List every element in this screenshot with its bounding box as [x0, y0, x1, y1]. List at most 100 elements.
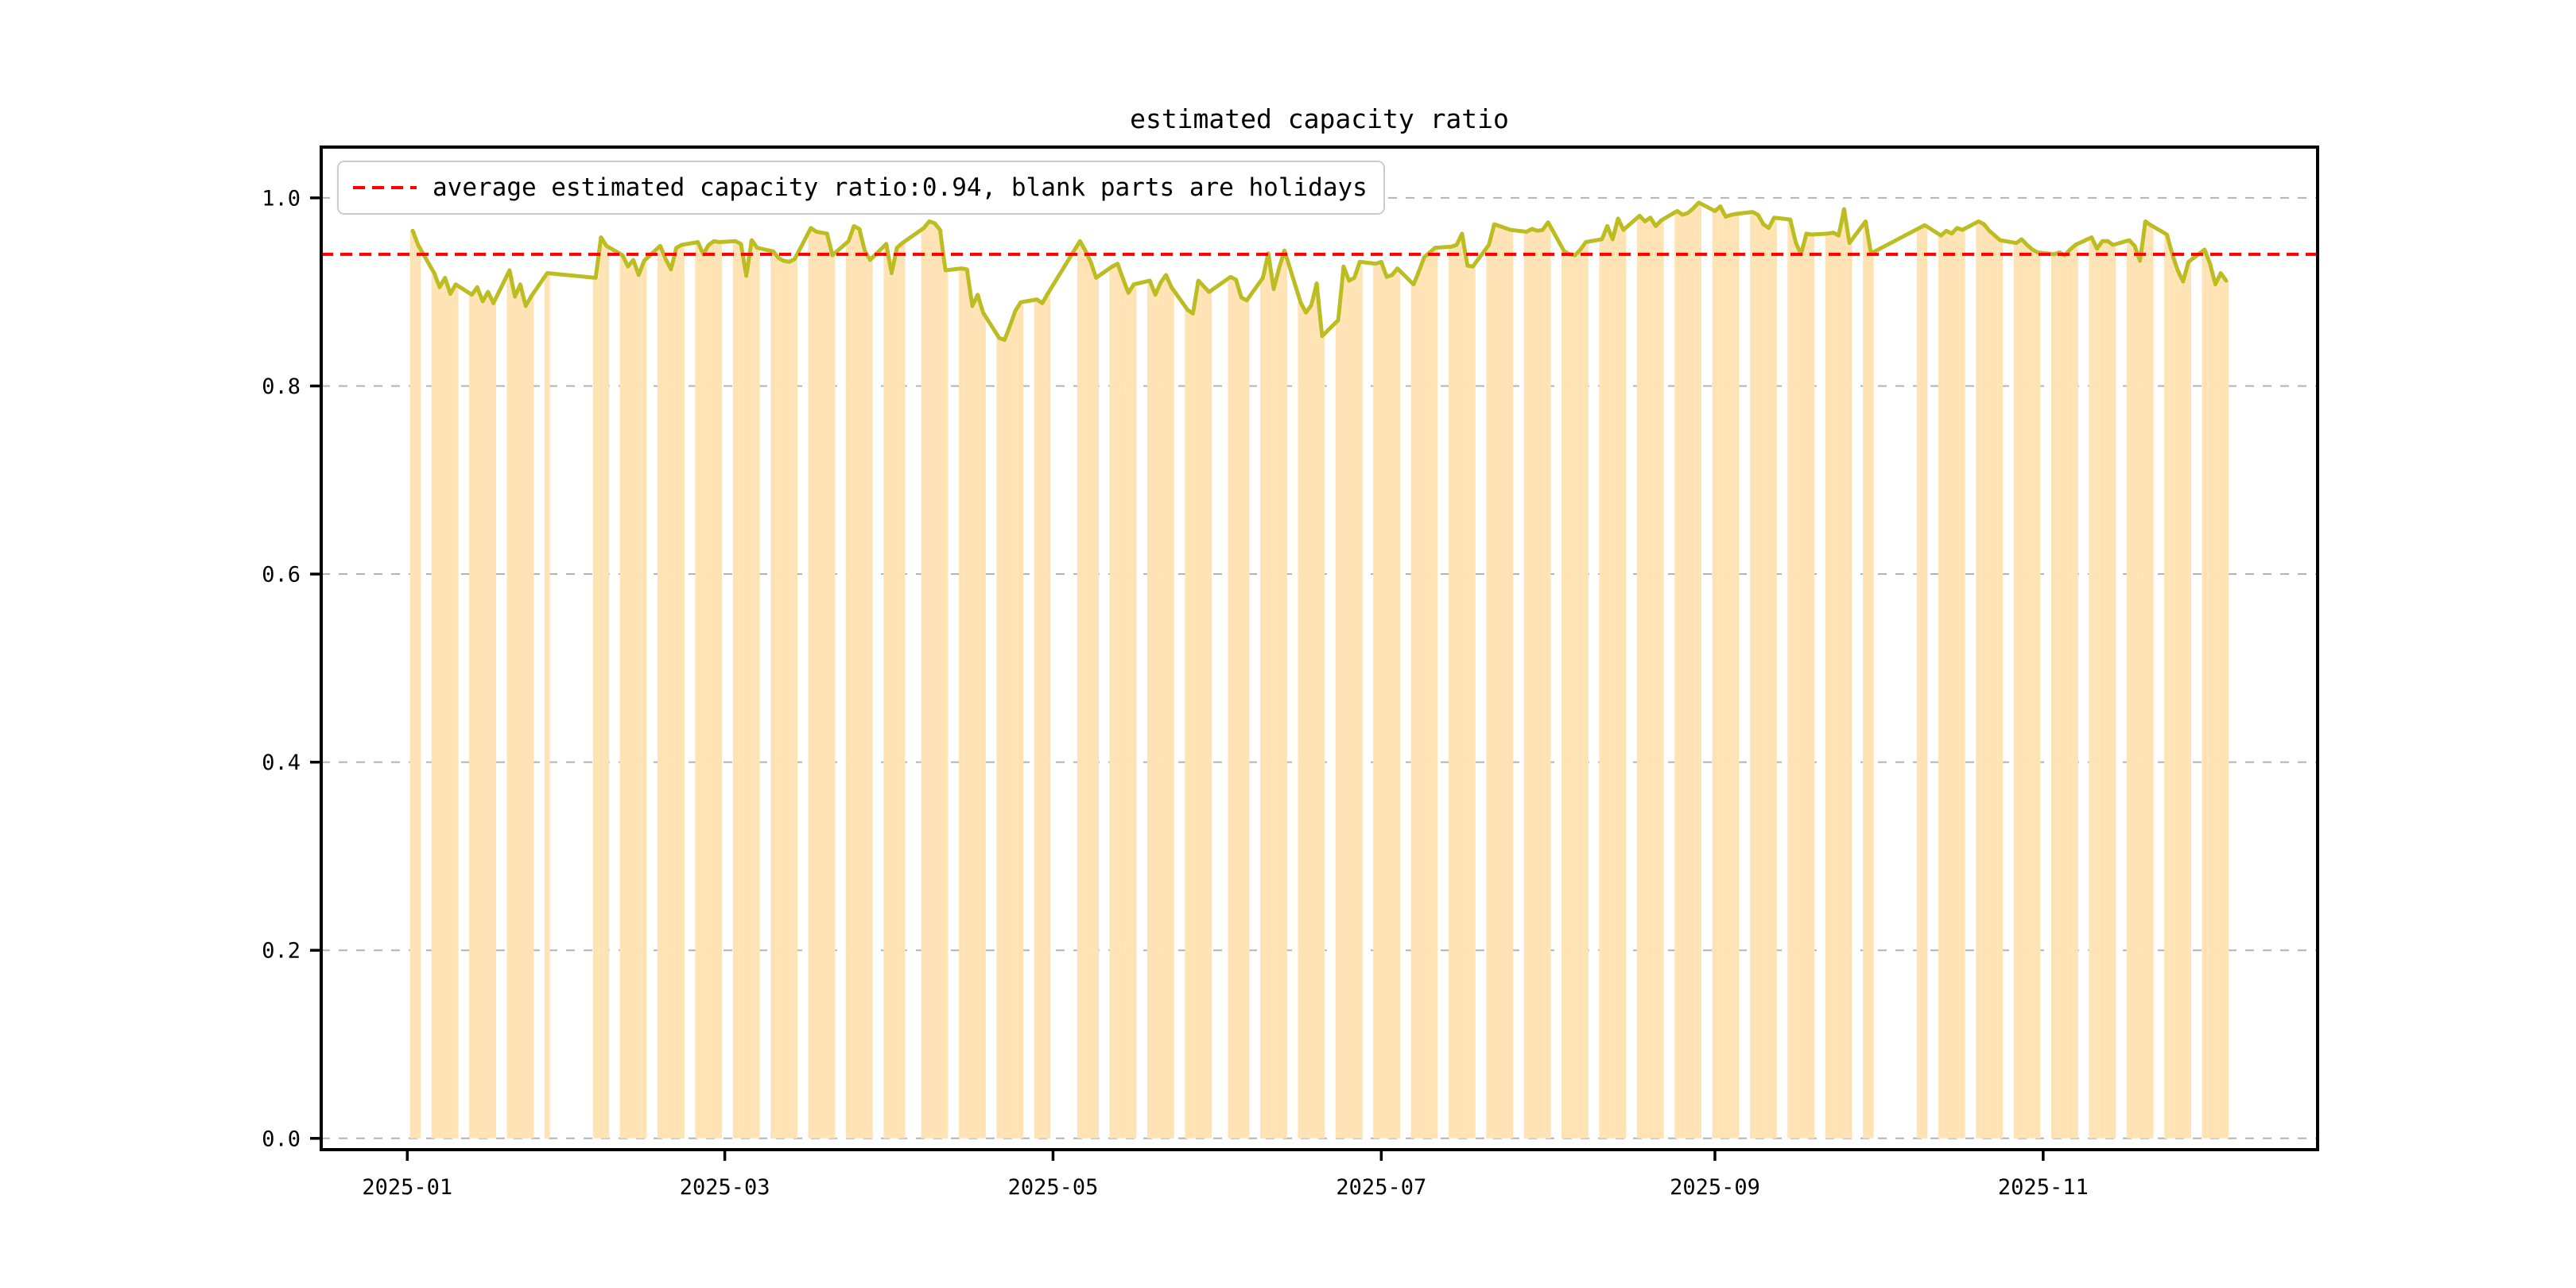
bar-2025-05-12	[1109, 266, 1115, 1139]
bar-2025-06-11	[1271, 289, 1277, 1139]
bar-2025-06-13	[1282, 250, 1287, 1139]
bar-2025-06-05	[1238, 297, 1244, 1139]
bar-2025-02-26	[705, 245, 712, 1139]
bar-2025-06-19	[1313, 283, 1320, 1139]
bar-2025-02-06	[598, 237, 604, 1139]
bar-2025-04-22	[1002, 339, 1007, 1139]
bar-2025-11-05	[2062, 255, 2068, 1139]
bar-2025-04-11	[942, 270, 949, 1139]
bar-2025-07-21	[1486, 245, 1492, 1139]
bar-2025-01-15	[479, 301, 486, 1139]
bar-2025-01-14	[474, 287, 480, 1139]
bar-2025-02-12	[630, 259, 636, 1139]
bar-2025-03-07	[754, 247, 760, 1139]
bar-2025-08-07	[1577, 249, 1584, 1139]
x-tick-label-2025-01: 2025-01	[362, 1175, 452, 1200]
bar-2025-06-30	[1373, 263, 1379, 1139]
bar-2025-07-11	[1432, 247, 1438, 1139]
bar-2025-10-22	[1986, 231, 1992, 1139]
bar-2025-05-16	[1131, 284, 1137, 1139]
y-tick-label-0.8: 0.8	[262, 374, 301, 399]
bar-2025-11-10	[2089, 237, 2095, 1139]
bar-2025-05-08	[1088, 262, 1094, 1139]
bar-2025-01-20	[506, 270, 513, 1139]
bar-2025-08-14	[1615, 218, 1621, 1139]
bar-2025-04-30	[1045, 293, 1051, 1139]
bar-2025-07-08	[1416, 271, 1422, 1139]
bar-2025-08-12	[1604, 226, 1610, 1139]
bar-2025-09-12	[1771, 217, 1777, 1139]
bar-2025-11-21	[2147, 225, 2154, 1139]
bar-2025-07-09	[1422, 257, 1427, 1139]
bar-2025-07-24	[1502, 227, 1508, 1139]
bar-2025-09-19	[1809, 235, 1815, 1139]
bar-2025-08-08	[1583, 242, 1589, 1139]
bar-2025-11-03	[2050, 254, 2057, 1139]
bar-2025-05-06	[1077, 241, 1083, 1139]
bar-2025-04-16	[969, 305, 976, 1139]
bar-2025-08-25	[1674, 211, 1680, 1139]
legend: average estimated capacity ratio:0.94, b…	[337, 161, 1385, 215]
bar-2025-07-31	[1540, 230, 1546, 1139]
x-tick-label-2025-11: 2025-11	[1998, 1175, 2089, 1200]
bar-2025-05-13	[1115, 263, 1121, 1139]
bar-2025-04-10	[937, 230, 943, 1139]
bar-2025-09-30	[1868, 253, 1874, 1139]
y-tick-label-0.2: 0.2	[262, 939, 301, 964]
bar-2025-08-22	[1658, 220, 1664, 1139]
bar-2025-08-19	[1642, 221, 1648, 1139]
bar-2025-08-11	[1599, 239, 1605, 1139]
bar-2025-02-25	[700, 254, 706, 1139]
bar-2025-01-27	[544, 273, 550, 1139]
bar-2025-01-13	[469, 294, 475, 1139]
bar-2025-10-15	[1949, 233, 1955, 1139]
bar-2025-02-11	[625, 266, 631, 1139]
bar-2025-02-07	[603, 246, 610, 1139]
bar-2025-05-29	[1201, 286, 1207, 1139]
bar-2025-05-23	[1168, 287, 1174, 1139]
bar-2025-02-27	[711, 241, 717, 1139]
bar-2025-08-13	[1609, 239, 1616, 1139]
bar-2025-04-15	[964, 269, 970, 1139]
bar-2025-07-07	[1410, 284, 1417, 1139]
y-tick-label-0.0: 0.0	[262, 1127, 301, 1151]
bar-2025-09-15	[1787, 219, 1794, 1139]
bar-2025-06-10	[1265, 253, 1271, 1139]
bar-2025-05-09	[1093, 277, 1100, 1139]
bar-2025-10-24	[1997, 240, 2004, 1139]
bar-2025-04-25	[1018, 302, 1024, 1139]
bar-2025-10-28	[2019, 239, 2025, 1139]
bar-2025-01-22	[518, 284, 523, 1139]
bar-2025-04-23	[1007, 325, 1013, 1139]
bar-2025-07-02	[1383, 277, 1390, 1139]
bar-2025-08-26	[1679, 215, 1686, 1139]
bar-2025-05-30	[1206, 292, 1212, 1139]
bar-2025-09-05	[1733, 213, 1740, 1139]
bar-2025-09-23	[1830, 232, 1837, 1139]
bar-2025-07-22	[1492, 224, 1497, 1139]
bar-2025-09-11	[1766, 227, 1772, 1139]
bar-2025-09-03	[1723, 216, 1728, 1139]
bar-2025-08-18	[1636, 215, 1643, 1139]
bar-2025-10-29	[2024, 245, 2030, 1139]
bar-2025-05-27	[1190, 313, 1196, 1139]
bar-2025-02-24	[695, 242, 701, 1139]
bar-2025-02-17	[658, 246, 663, 1139]
bar-2025-05-21	[1158, 282, 1164, 1139]
bar-2025-04-02	[894, 247, 900, 1139]
bar-2025-10-20	[1976, 221, 1981, 1139]
bar-2025-09-25	[1841, 209, 1847, 1139]
bar-2025-04-21	[996, 338, 1003, 1139]
bar-2025-04-17	[975, 294, 981, 1139]
bar-2025-07-30	[1534, 231, 1540, 1139]
bar-2025-08-06	[1572, 255, 1578, 1139]
bar-2025-10-17	[1959, 230, 1965, 1139]
bar-2025-05-28	[1195, 280, 1201, 1139]
bar-2025-09-18	[1803, 233, 1810, 1139]
bar-2025-08-29	[1696, 202, 1702, 1139]
bar-2025-10-21	[1980, 224, 1987, 1139]
x-tick-label-2025-09: 2025-09	[1670, 1175, 1760, 1200]
bar-2025-05-15	[1125, 293, 1131, 1139]
bar-2025-08-01	[1545, 222, 1551, 1139]
